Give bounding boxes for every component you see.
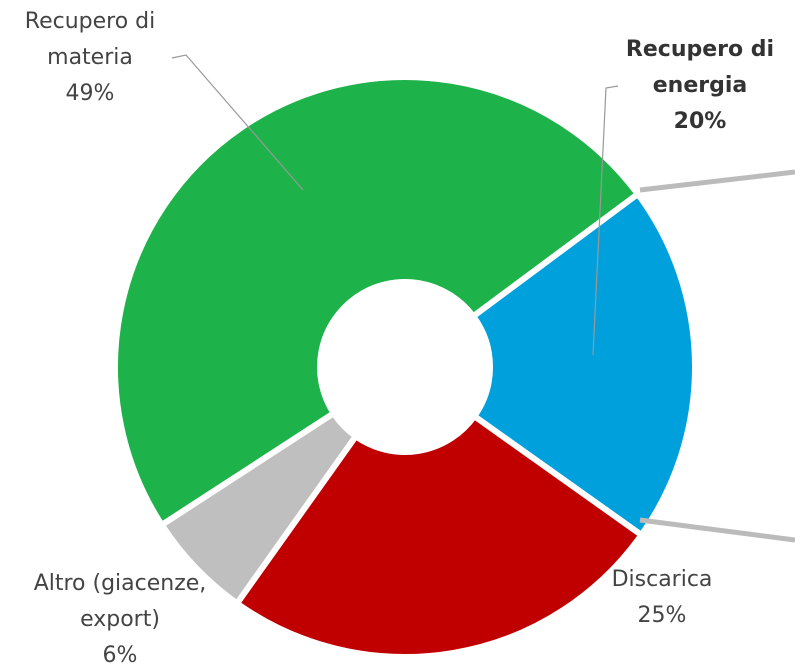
slices bbox=[112, 74, 698, 660]
category-label: Recupero di materia bbox=[24, 9, 156, 70]
value-label: 20% bbox=[673, 109, 727, 134]
slice bbox=[157, 409, 360, 608]
value-label: 6% bbox=[102, 643, 138, 665]
value-label: 25% bbox=[637, 603, 687, 628]
leader-line bbox=[592, 85, 619, 356]
shadow-line bbox=[639, 517, 795, 543]
category-label: Recupero di energia bbox=[625, 37, 775, 98]
slice bbox=[469, 189, 698, 540]
slice bbox=[232, 412, 646, 660]
category-label: Discarica bbox=[611, 567, 713, 592]
value-label: 49% bbox=[65, 81, 115, 106]
data-label: Recupero di energia 20% bbox=[620, 32, 780, 140]
category-label: Altro (giacenze, export) bbox=[33, 571, 207, 632]
data-label: Discarica 25% bbox=[592, 562, 732, 634]
data-label: Recupero di materia 49% bbox=[10, 4, 170, 112]
slice bbox=[112, 74, 643, 530]
leader-line bbox=[171, 54, 304, 191]
data-label: Altro (giacenze, export) 6% bbox=[0, 566, 240, 665]
shadow-line bbox=[639, 169, 795, 193]
